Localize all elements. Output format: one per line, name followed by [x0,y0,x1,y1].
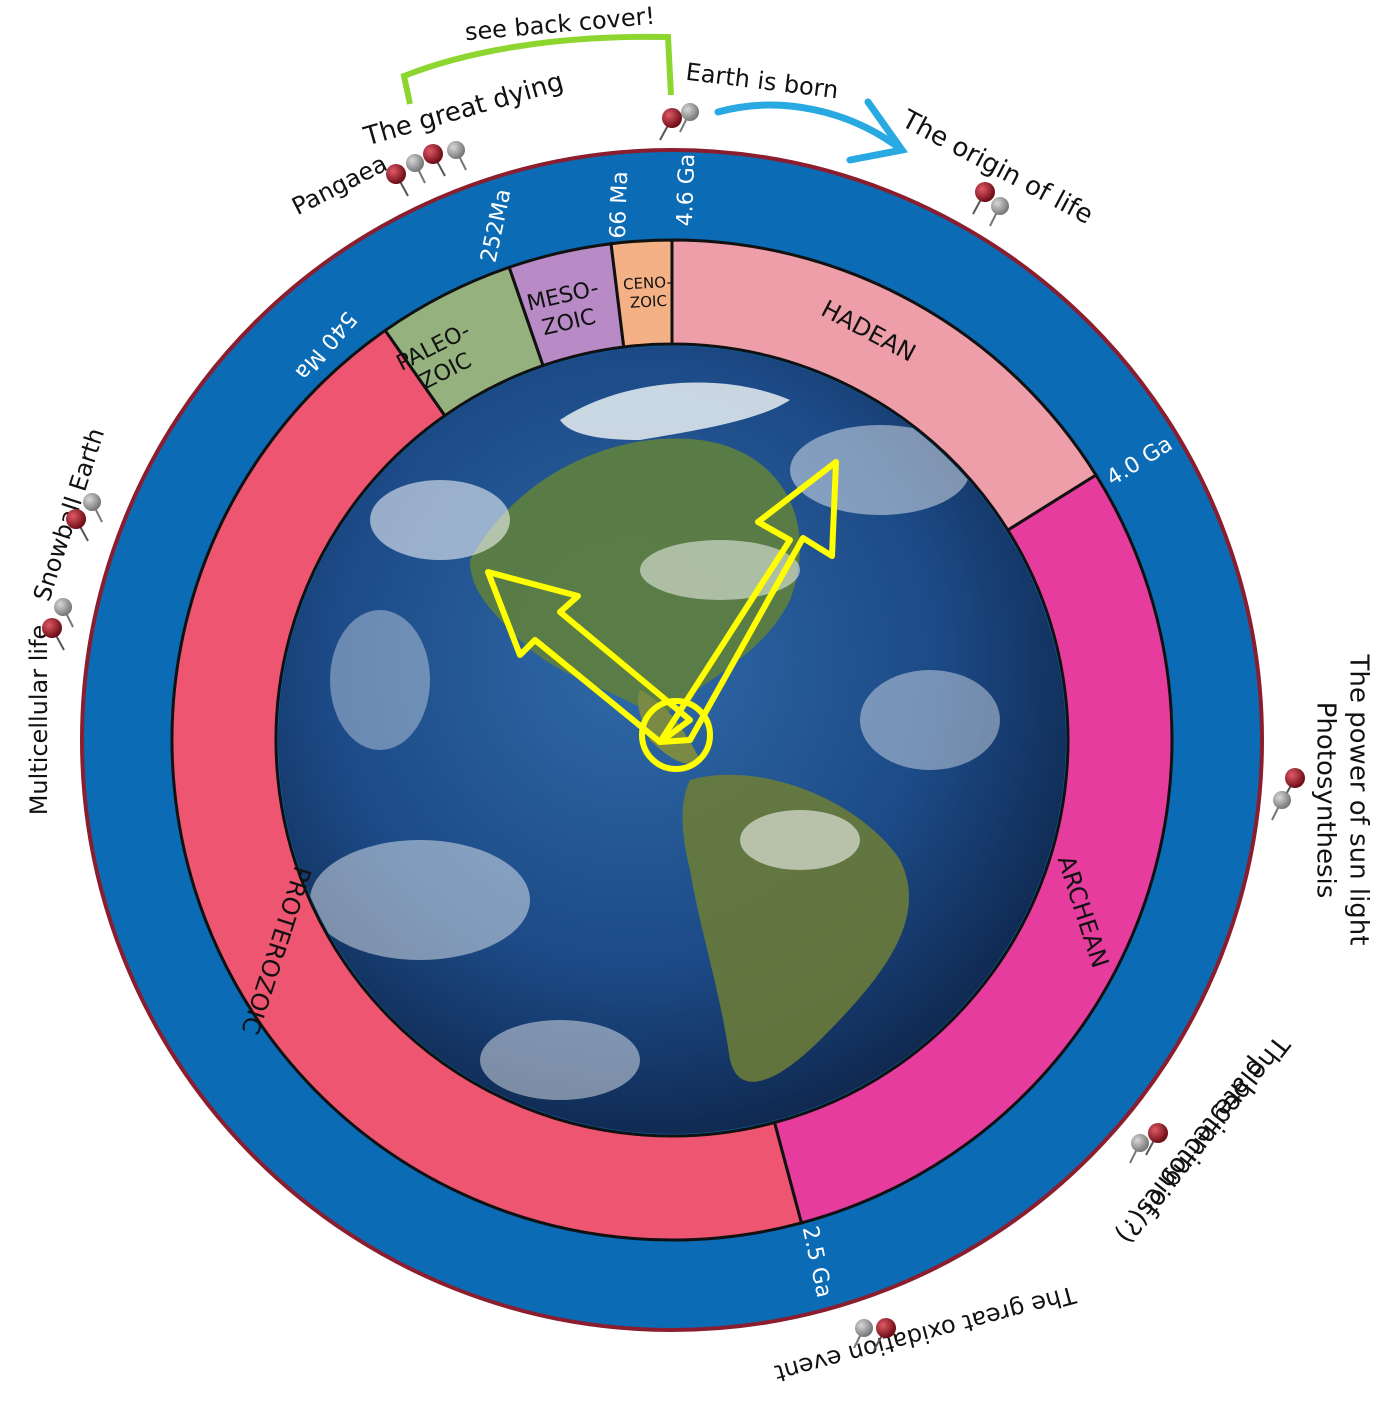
pin-head-grey [447,141,465,159]
event-earth-is-born: Earth is born [684,58,840,104]
pin-head-grey [681,103,699,121]
minute-hand [657,459,839,745]
band-cenozoic [609,238,674,349]
event-pin [659,103,699,141]
event-pins [42,103,1305,1351]
event-pin [1271,768,1305,821]
era-label-cenozoic: CENO-ZOIC [623,273,673,312]
pin-head-grey [406,154,424,172]
green-bracket [400,33,674,105]
tick-66-ma: 66 Ma [606,171,633,239]
band-archean [772,472,1174,1225]
event-pangaea: Pangaea [287,149,391,221]
pin-head-red [876,1318,896,1338]
era-label-line2: ZOIC [630,292,668,312]
pin-head-red [386,164,406,184]
pin-head-red [1285,768,1305,788]
event-photosynthesis-line2: Photosynthesis [1311,702,1341,899]
event-pin [1129,1123,1168,1164]
pin-head-grey [83,493,101,511]
pin-head-grey [1131,1134,1149,1152]
pin-head-grey [54,598,72,616]
event-pin [423,141,467,177]
event-pin [42,598,74,651]
pin-head-red [42,618,62,638]
era-bands [383,238,674,418]
event-multicellular-life: Multicellular life [25,625,53,816]
clock-center-circle [639,698,713,772]
event-great-dying: The great dying [360,67,567,153]
pin-head-red [975,182,995,202]
pin-head-grey [1273,791,1291,809]
tick-4-6-ga: 4.6 Ga [673,153,701,226]
pin-head-red [1148,1123,1168,1143]
pin-head-grey [855,1319,873,1337]
event-pin [972,182,1009,227]
era-label-line1: CENO- [623,273,673,294]
event-pin [386,154,426,197]
eon-bands [170,238,1174,1242]
event-pin [66,493,103,542]
pin-head-grey [991,197,1009,215]
blue-curved-arrow [714,98,908,164]
clock-hands [485,459,839,772]
pin-head-red [66,509,86,529]
pin-head-red [423,144,443,164]
event-photosynthesis-line1: The power of sun light [1344,654,1374,946]
band-proterozoic [170,328,804,1242]
event-pin [853,1318,896,1351]
pin-head-red [662,108,682,128]
